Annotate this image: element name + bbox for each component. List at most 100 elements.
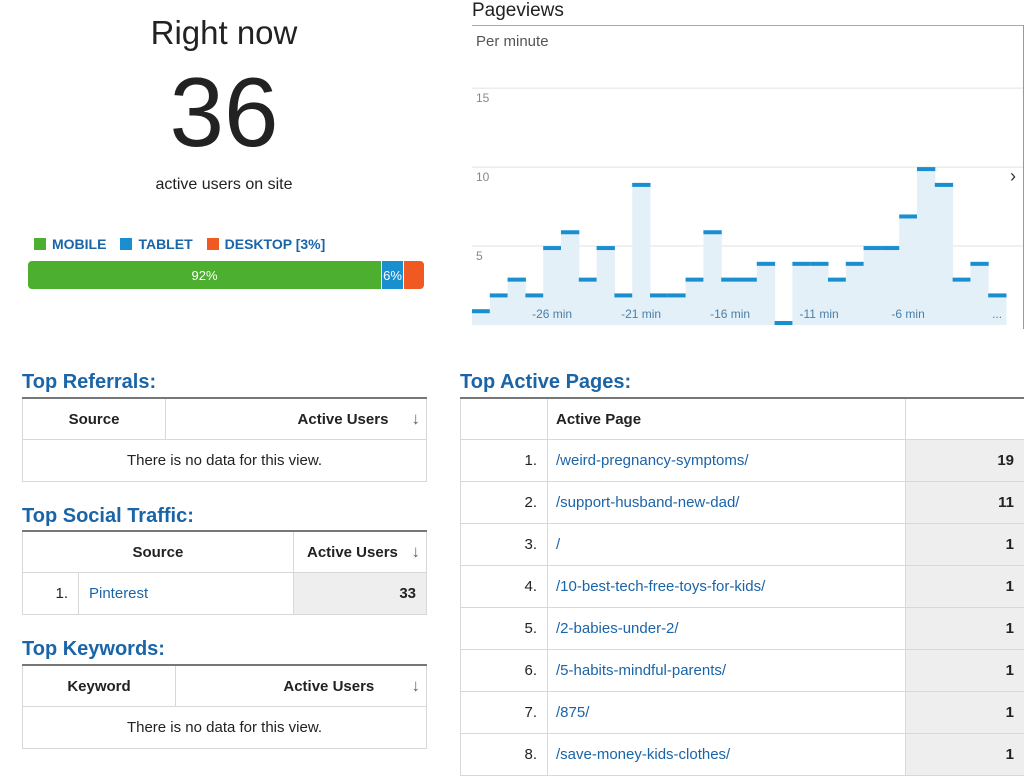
col-active-users[interactable]: Active Users ↓ <box>293 531 426 573</box>
arrow-down-icon[interactable]: ↓ <box>378 676 420 695</box>
top-pages-heading: Top Active Pages: <box>460 371 631 394</box>
col-source[interactable]: Source <box>23 398 166 440</box>
table-row: 3./1 <box>461 524 1024 566</box>
row-number: 7. <box>461 692 548 734</box>
page-link[interactable]: /5-habits-mindful-parents/ <box>548 650 906 692</box>
arrow-down-icon[interactable]: ↓ <box>393 409 420 428</box>
pageview-bar-cap <box>899 214 917 218</box>
col-keyword[interactable]: Keyword <box>23 665 176 707</box>
pageview-bar[interactable] <box>490 293 508 325</box>
page-link[interactable]: / <box>548 524 906 566</box>
table-row: 2. /support-husband-new-dad/11 <box>461 482 1024 524</box>
desktop-swatch <box>207 238 219 250</box>
pageview-bar[interactable] <box>668 293 686 325</box>
pageview-bar-cap <box>775 321 793 325</box>
col-active-users[interactable]: Active Users ↓ <box>166 398 427 440</box>
legend-desktop-label: DESKTOP [3%] <box>225 236 326 252</box>
page-path: /support-husband-new-dad/ <box>556 494 739 511</box>
page-link[interactable]: /weird-pregnancy-symptoms/ <box>548 440 906 482</box>
pageview-bar-cap <box>988 293 1006 297</box>
pageview-bar-cap <box>525 293 543 297</box>
pageview-bar-cap <box>935 183 953 187</box>
page-link[interactable]: /875/ <box>548 692 906 734</box>
pageview-bar[interactable] <box>970 262 988 325</box>
pageview-bar[interactable] <box>579 278 597 325</box>
row-number: 2. <box>461 482 548 524</box>
page-path: /2-babies-under-2/ <box>556 620 679 637</box>
page-path: / <box>556 536 560 553</box>
pageview-bar-cap <box>579 278 597 282</box>
pageview-bar-cap <box>686 278 704 282</box>
chevron-right-icon[interactable]: › <box>1010 166 1016 187</box>
x-tick-label: -21 min <box>621 307 661 321</box>
table-row: 7./875/1 <box>461 692 1024 734</box>
page-path: /weird-pregnancy-symptoms/ <box>556 452 749 469</box>
pageview-bar[interactable] <box>686 278 704 325</box>
table-row: 1./weird-pregnancy-symptoms/19 <box>461 440 1024 482</box>
pageview-bar[interactable] <box>953 278 971 325</box>
row-number: 4. <box>461 566 548 608</box>
pageview-bar[interactable] <box>846 262 864 325</box>
y-tick-label: 10 <box>476 170 490 184</box>
page-users-value: 1 <box>906 524 1024 566</box>
col-active-page[interactable]: Active Page <box>548 398 906 440</box>
pageview-bar-cap <box>614 293 632 297</box>
right-now-title: Right now <box>0 14 448 52</box>
social-source-link[interactable]: Pinterest <box>79 573 294 615</box>
page-users-value: 1 <box>906 734 1024 776</box>
pageview-bar[interactable] <box>935 183 953 325</box>
mobile-segment[interactable]: 92% <box>28 261 381 289</box>
pageview-bar[interactable] <box>864 246 882 325</box>
pageview-bar-cap <box>668 293 686 297</box>
top-referrals-table: Source Active Users ↓ There is no data f… <box>22 397 427 482</box>
pageview-bar[interactable] <box>917 167 935 325</box>
x-tick-label: -16 min <box>710 307 750 321</box>
page-users-value: 1 <box>906 608 1024 650</box>
pageview-bar-cap <box>846 262 864 266</box>
page-link[interactable]: /support-husband-new-dad/ <box>548 482 906 524</box>
col-active-users[interactable]: Active Users ↓ <box>176 665 427 707</box>
col-source[interactable]: Source <box>23 531 294 573</box>
pageview-bar[interactable] <box>597 246 615 325</box>
col-page-users[interactable] <box>906 398 1024 440</box>
top-social-heading: Top Social Traffic: <box>22 505 194 528</box>
pageview-bar[interactable] <box>508 278 526 325</box>
device-breakdown-bar: 92% 6% <box>28 261 424 289</box>
col-active-users-label: Active Users <box>298 411 389 428</box>
table-row: 1. Pinterest 33 <box>23 573 427 615</box>
legend-tablet: TABLET <box>120 236 192 252</box>
page-path: /875/ <box>556 704 589 721</box>
page-users-value: 11 <box>906 482 1024 524</box>
x-tick-label: ... <box>992 307 1002 321</box>
pageview-bar[interactable] <box>757 262 775 325</box>
top-referrals-heading: Top Referrals: <box>22 371 156 394</box>
desktop-segment[interactable] <box>403 261 424 289</box>
page-link[interactable]: /10-best-tech-free-toys-for-kids/ <box>548 566 906 608</box>
top-keywords-heading: Top Keywords: <box>22 638 165 661</box>
x-tick-label: -26 min <box>532 307 572 321</box>
pageview-bar-cap <box>864 246 882 250</box>
pageview-bar-cap <box>632 183 650 187</box>
pageview-bar-cap <box>721 278 739 282</box>
pageviews-title: Pageviews <box>472 0 564 22</box>
pageview-bar[interactable] <box>632 183 650 325</box>
page-link[interactable]: /2-babies-under-2/ <box>548 608 906 650</box>
top-keywords-table: Keyword Active Users ↓ There is no data … <box>22 664 427 749</box>
arrow-down-icon[interactable]: ↓ <box>402 542 420 561</box>
tablet-segment[interactable]: 6% <box>381 261 403 289</box>
pageview-bar-cap <box>792 262 810 266</box>
top-pages-table: Active Page 1./weird-pregnancy-symptoms/… <box>460 397 1024 776</box>
col-active-users-label: Active Users <box>283 678 374 695</box>
per-minute-label: Per minute <box>476 33 549 50</box>
active-users-count: 36 <box>0 62 448 162</box>
pageview-bar-cap <box>490 293 508 297</box>
social-users-value: 33 <box>293 573 426 615</box>
pageview-bar-cap <box>970 262 988 266</box>
x-tick-label: -6 min <box>891 307 924 321</box>
no-data-message: There is no data for this view. <box>23 707 427 749</box>
page-link[interactable]: /save-money-kids-clothes/ <box>548 734 906 776</box>
pageview-bar-cap <box>810 262 828 266</box>
pageview-bar-cap <box>828 278 846 282</box>
